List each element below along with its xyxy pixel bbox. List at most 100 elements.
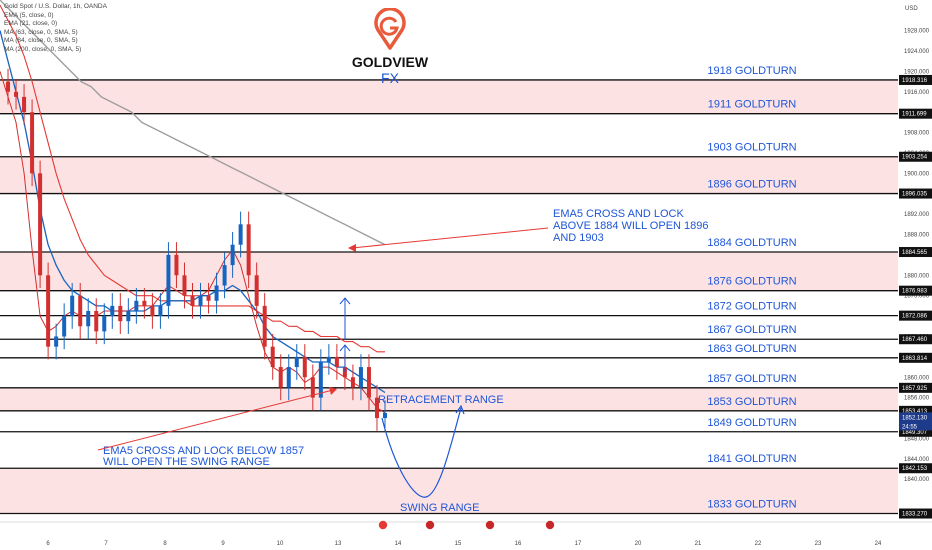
level-badge xyxy=(899,108,932,119)
candle-body xyxy=(358,367,363,388)
y-tick-label: 1860.000 xyxy=(904,375,930,381)
candle-body xyxy=(190,295,195,306)
chart-legend: Gold Spot / U.S. Dollar, 1h, OANDA EMA (… xyxy=(4,3,107,55)
level-badge xyxy=(899,74,932,85)
candle-body xyxy=(38,173,43,276)
level-badge xyxy=(899,310,932,321)
candle-body xyxy=(198,295,203,306)
goldturn-label: 1876 GOLDTURN xyxy=(707,276,796,288)
candle-body xyxy=(30,112,35,174)
level-badge-text: 1853.413 xyxy=(902,409,928,415)
goldturn-zone xyxy=(0,468,898,514)
x-tick-label: 6 xyxy=(46,541,50,547)
top-note-line: AND 1903 xyxy=(553,232,604,244)
legend-symbol[interactable]: Gold Spot / U.S. Dollar, 1h, OANDA xyxy=(4,3,107,10)
level-badge xyxy=(899,463,932,474)
top-note-arrow xyxy=(351,227,549,249)
candle-body xyxy=(166,254,171,306)
candle-body xyxy=(238,224,243,245)
y-tick-label: 1928.000 xyxy=(904,29,930,35)
candle-body xyxy=(310,377,315,398)
candle-body xyxy=(206,295,211,301)
pink-zones xyxy=(0,79,898,514)
goldturn-levels: 1918 GOLDTURN 1911 GOLDTURN 1903 GOLDTURN 1… xyxy=(0,65,898,515)
price-axis: USD1840.0001844.0001848.0001852.0001856.… xyxy=(898,0,932,550)
bottom-note-arrow xyxy=(97,389,334,451)
level-badge-text: 1896.035 xyxy=(902,192,928,198)
legend-ma200[interactable]: MA (200, close, 0, SMA, 5) xyxy=(4,45,82,53)
level-badge-text: 1911.699 xyxy=(902,112,927,118)
event-flag-icon[interactable] xyxy=(545,520,555,530)
logo: GOLDVIEW FX xyxy=(345,8,435,86)
level-badge xyxy=(899,188,932,199)
goldturn-zone xyxy=(0,79,898,114)
candle-body xyxy=(62,316,67,337)
price-series xyxy=(0,0,387,431)
x-tick-label: 13 xyxy=(335,541,342,547)
bottom-note-line: EMA5 CROSS AND LOCK BELOW 1857 xyxy=(103,445,304,457)
sma200-line xyxy=(0,0,386,246)
up-arrowhead xyxy=(339,344,351,352)
goldturn-label: 1918 GOLDTURN xyxy=(707,65,796,77)
goldturn-label: 1872 GOLDTURN xyxy=(707,301,796,313)
up-arrowhead xyxy=(339,297,351,305)
goldturn-zone xyxy=(0,387,898,411)
x-tick-label: 16 xyxy=(515,541,522,547)
candle-body xyxy=(126,310,131,322)
x-tick-label: 7 xyxy=(104,541,108,547)
x-tick-label: 14 xyxy=(395,541,402,547)
y-tick-label: 1892.000 xyxy=(904,212,930,218)
legend-ma84[interactable]: MA (84, close, 0, SMA, 5) xyxy=(4,37,78,45)
candle-body xyxy=(270,346,275,368)
candle-body xyxy=(286,367,291,388)
x-tick-label: 17 xyxy=(575,541,582,547)
legend-ema21[interactable]: EMA (21, close, 0) xyxy=(4,20,58,28)
candle-body xyxy=(246,224,251,276)
level-badge-text: 1842.153 xyxy=(902,466,928,472)
swing-arrowhead xyxy=(455,404,465,415)
level-badge-text: 1872.086 xyxy=(902,314,928,320)
goldturn-label: 1863 GOLDTURN xyxy=(707,343,796,355)
goldturn-label: 1849 GOLDTURN xyxy=(707,417,796,429)
goldturn-label: 1884 GOLDTURN xyxy=(707,237,796,249)
level-badge-text: 1884.565 xyxy=(902,250,928,256)
x-tick-label: 20 xyxy=(635,541,642,547)
candle-body xyxy=(294,356,299,368)
candle-body xyxy=(94,310,99,332)
x-tick-label: 24 xyxy=(875,541,882,547)
logo-word-fx: FX xyxy=(381,70,399,86)
candle-body xyxy=(342,367,347,378)
candle-body xyxy=(383,412,387,419)
x-tick-label: 9 xyxy=(221,541,225,547)
candle-body xyxy=(78,295,83,327)
goldturn-label: 1853 GOLDTURN xyxy=(707,396,796,408)
candle-body xyxy=(54,336,59,347)
candle-body xyxy=(374,397,379,419)
candle-body xyxy=(262,305,267,347)
time-axis: 6 7 8 9 10 13 14 15 16 17 20 21 22 23 24 xyxy=(0,520,932,547)
candle-body xyxy=(102,316,107,332)
candle-body xyxy=(70,295,75,317)
legend-ema5[interactable]: EMA (5, close, 0) xyxy=(4,11,54,19)
level-badge-text: 1903.254 xyxy=(902,155,928,161)
event-flag-icon[interactable] xyxy=(425,520,435,530)
candle-body xyxy=(182,275,187,296)
level-badge-text: 1849.307 xyxy=(902,430,928,436)
y-tick-label: 1880.000 xyxy=(904,273,930,279)
currency-label: USD xyxy=(905,6,918,12)
top-note-line: EMA5 CROSS AND LOCK xyxy=(553,208,684,220)
event-flag-icon[interactable] xyxy=(485,520,495,530)
candle-body xyxy=(214,285,219,301)
legend-ma63[interactable]: MA (63, close, 0, SMA, 5) xyxy=(4,28,78,36)
level-badge xyxy=(899,352,932,363)
price-axis-bg xyxy=(898,0,932,550)
level-badge xyxy=(899,247,932,258)
level-badge-text: 1918.316 xyxy=(902,78,928,84)
y-tick-label: 1924.000 xyxy=(904,49,930,55)
candle-body xyxy=(110,305,115,317)
top-note-line: ABOVE 1884 WILL OPEN 1896 xyxy=(553,220,709,232)
event-icon[interactable] xyxy=(378,520,388,530)
x-tick-label: 15 xyxy=(455,541,462,547)
